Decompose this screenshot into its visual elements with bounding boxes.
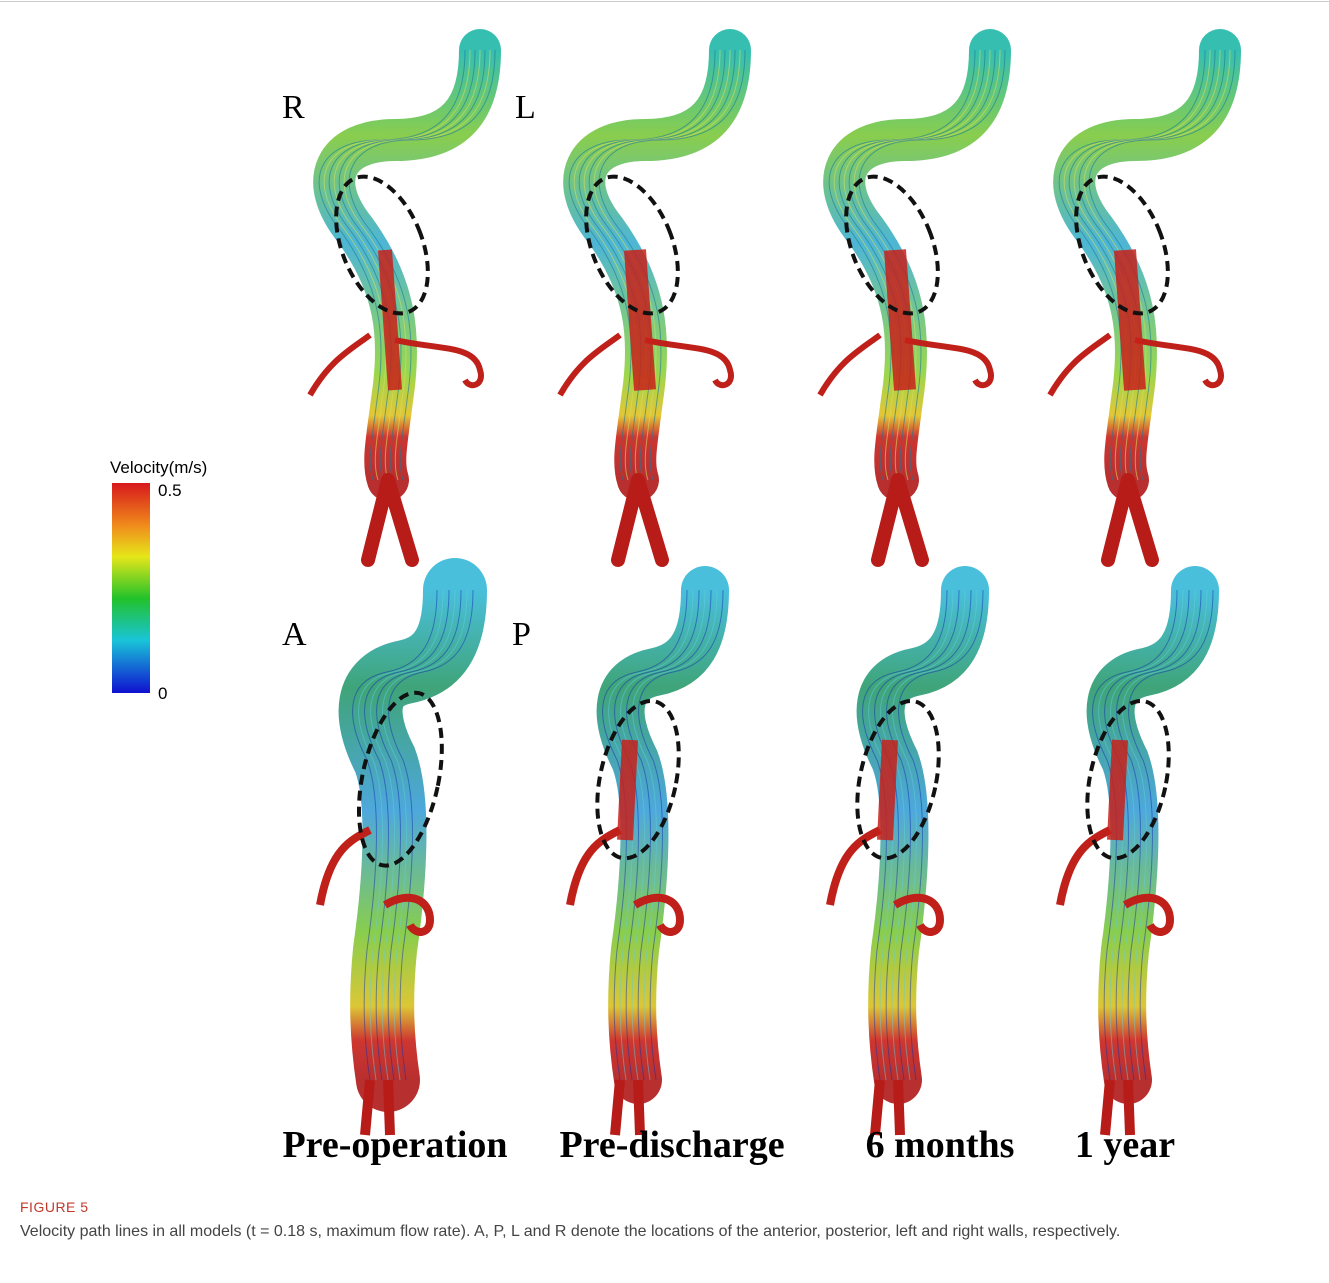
- column-label: 6 months: [866, 1124, 1015, 1166]
- colorbar-tick-label: 0.5: [158, 481, 182, 500]
- orientation-label: A: [282, 616, 307, 653]
- figure-label: FIGURE 5: [20, 1199, 89, 1215]
- stent: [635, 250, 645, 390]
- column-label: 1 year: [1075, 1124, 1175, 1166]
- colorbar-tick-label: 0: [158, 684, 167, 703]
- column-label: Pre-discharge: [559, 1124, 784, 1166]
- colorbar: [112, 483, 150, 693]
- orientation-label: P: [512, 616, 531, 653]
- orientation-label: R: [282, 89, 305, 126]
- stent: [385, 250, 395, 390]
- vessel-renderings: [310, 50, 1235, 1135]
- orientation-label: L: [515, 89, 536, 126]
- stent: [885, 740, 890, 840]
- page: {"figure": { "colorbar": {"title": "Velo…: [0, 0, 1329, 1283]
- colorbar-title: Velocity(m/s): [110, 458, 207, 477]
- figure-caption: Velocity path lines in all models (t = 0…: [20, 1221, 1310, 1243]
- stent: [1115, 740, 1120, 840]
- figure: R L A P Velocity(m/s) 0 0.5 Pre-operation P…: [0, 0, 1329, 1190]
- stent: [625, 740, 630, 840]
- vessel-column: [560, 50, 745, 1135]
- vessel-column: [1050, 50, 1235, 1135]
- stent: [1125, 250, 1135, 390]
- stent: [895, 250, 905, 390]
- column-label: Pre-operation: [282, 1124, 507, 1166]
- vessel-column: [310, 50, 495, 1135]
- vessel-column: [820, 50, 1005, 1135]
